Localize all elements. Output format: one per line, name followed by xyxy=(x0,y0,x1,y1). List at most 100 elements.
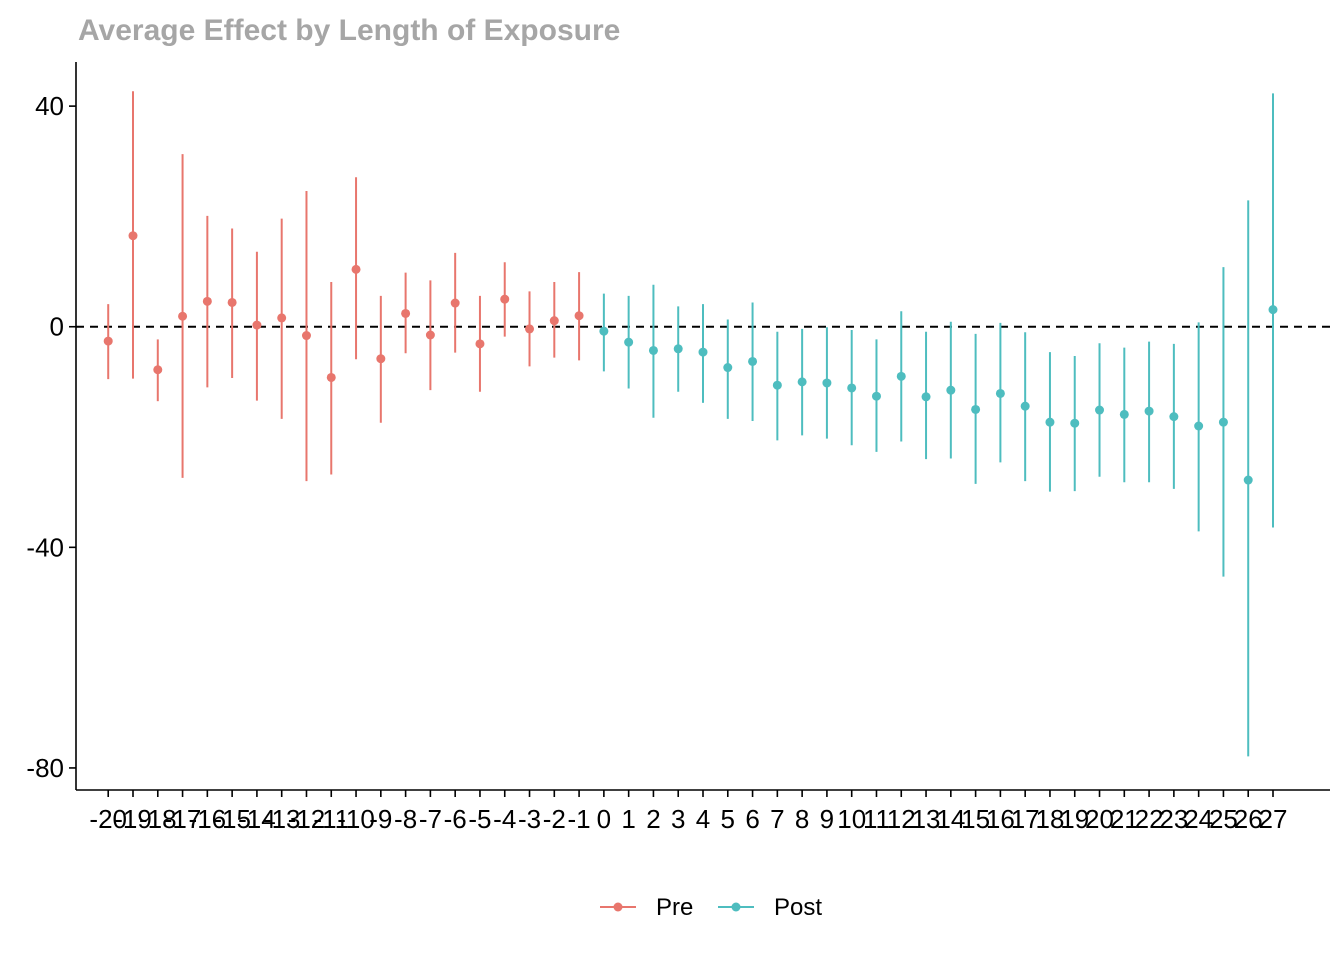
x-tick-label: 24 xyxy=(1184,804,1213,834)
point-estimate xyxy=(351,264,361,274)
chart-title: Average Effect by Length of Exposure xyxy=(78,14,620,47)
x-tick-label: 0 xyxy=(597,804,611,834)
x-tick-label: 13 xyxy=(912,804,941,834)
x-tick-label: 3 xyxy=(671,804,685,834)
point-estimate xyxy=(1045,417,1055,427)
x-tick-label: 7 xyxy=(770,804,784,834)
x-tick-label: 2 xyxy=(646,804,660,834)
point-estimate xyxy=(549,316,559,326)
point-estimate xyxy=(103,336,113,346)
point-estimate xyxy=(525,324,535,334)
point-estimate xyxy=(921,392,931,402)
point-estimate xyxy=(326,372,336,382)
x-tick-label: 22 xyxy=(1135,804,1164,834)
legend-label-post: Post xyxy=(774,894,822,921)
point-estimate xyxy=(1243,475,1253,485)
point-estimate xyxy=(772,380,782,390)
x-tick-label: -9 xyxy=(369,804,392,834)
x-tick-label: -13 xyxy=(263,804,301,834)
error-bar-marks xyxy=(103,91,1278,757)
x-tick-label: -11 xyxy=(313,804,349,834)
point-estimate xyxy=(252,320,262,330)
x-tick-label: -17 xyxy=(164,804,202,834)
x-tick-label: -12 xyxy=(288,804,326,834)
x-tick-label: -14 xyxy=(238,804,276,834)
point-estimate xyxy=(896,371,906,381)
point-estimate xyxy=(648,345,658,355)
point-estimate xyxy=(376,354,386,364)
series-pre xyxy=(103,91,584,482)
axes xyxy=(75,62,1330,791)
point-estimate xyxy=(748,356,758,366)
y-tick-label: -80 xyxy=(26,753,64,783)
y-axis-ticks: 40 0 -40 -80 xyxy=(26,91,76,783)
y-tick-label: 40 xyxy=(35,91,64,121)
point-estimate xyxy=(1218,417,1228,427)
legend-key-point xyxy=(731,902,741,912)
x-tick-label: 26 xyxy=(1234,804,1263,834)
point-estimate xyxy=(1095,405,1105,415)
x-tick-label: 12 xyxy=(887,804,916,834)
point-estimate xyxy=(475,339,485,349)
point-estimate xyxy=(673,344,683,354)
x-tick-label: 4 xyxy=(696,804,710,834)
x-tick-label: 1 xyxy=(621,804,635,834)
point-estimate xyxy=(971,404,981,414)
series-post xyxy=(599,93,1278,757)
point-estimate xyxy=(500,294,510,304)
x-tick-label: 18 xyxy=(1035,804,1064,834)
x-tick-label: -2 xyxy=(543,804,566,834)
point-estimate xyxy=(301,331,311,341)
x-tick-label: 10 xyxy=(837,804,866,834)
x-tick-label: 15 xyxy=(961,804,990,834)
x-tick-label: 6 xyxy=(745,804,759,834)
x-tick-label: -19 xyxy=(114,804,152,834)
x-tick-label: -3 xyxy=(518,804,541,834)
x-tick-label: -20 xyxy=(89,804,127,834)
point-estimate xyxy=(1119,409,1129,419)
point-estimate xyxy=(128,231,138,241)
legend-key-point xyxy=(613,902,623,912)
x-tick-label: 16 xyxy=(986,804,1015,834)
legend: Pre Post xyxy=(600,894,822,921)
point-estimate xyxy=(946,385,956,395)
x-tick-label: 20 xyxy=(1085,804,1114,834)
y-tick-label: 0 xyxy=(50,312,64,342)
point-estimate xyxy=(1020,401,1030,411)
point-estimate xyxy=(599,326,609,336)
x-tick-label: 8 xyxy=(795,804,809,834)
point-estimate xyxy=(202,296,212,306)
x-tick-label: -10 xyxy=(337,804,375,834)
x-tick-label: -6 xyxy=(444,804,467,834)
x-tick-label: -15 xyxy=(213,804,251,834)
point-estimate xyxy=(624,337,634,347)
point-estimate xyxy=(1144,406,1154,416)
x-axis-ticks: -20-19-18-17-16-15-14-13-12-11-10-9 -8 -7-… xyxy=(89,790,1287,834)
point-estimate xyxy=(401,308,411,318)
point-estimate xyxy=(1268,305,1278,315)
x-tick-label: 25 xyxy=(1209,804,1238,834)
point-estimate xyxy=(1194,421,1204,431)
y-tick-label: -40 xyxy=(26,532,64,562)
point-estimate xyxy=(995,388,1005,398)
point-estimate xyxy=(450,298,460,308)
legend-label-pre: Pre xyxy=(656,894,693,921)
x-tick-label: -4 xyxy=(493,804,516,834)
x-tick-label: 27 xyxy=(1259,804,1288,834)
x-tick-label: 19 xyxy=(1060,804,1089,834)
x-tick-label: 21 xyxy=(1110,804,1139,834)
point-estimate xyxy=(1070,418,1080,428)
point-estimate xyxy=(227,297,237,307)
point-estimate xyxy=(698,347,708,357)
x-tick-label: -18 xyxy=(139,804,177,834)
x-tick-label: -7 xyxy=(419,804,442,834)
x-tick-label: -1 xyxy=(568,804,591,834)
point-estimate xyxy=(153,365,163,375)
point-estimate xyxy=(425,330,435,340)
point-estimate xyxy=(723,363,733,373)
x-tick-label: 14 xyxy=(936,804,965,834)
x-tick-label: 23 xyxy=(1159,804,1188,834)
point-estimate xyxy=(277,313,287,323)
point-estimate xyxy=(871,391,881,401)
